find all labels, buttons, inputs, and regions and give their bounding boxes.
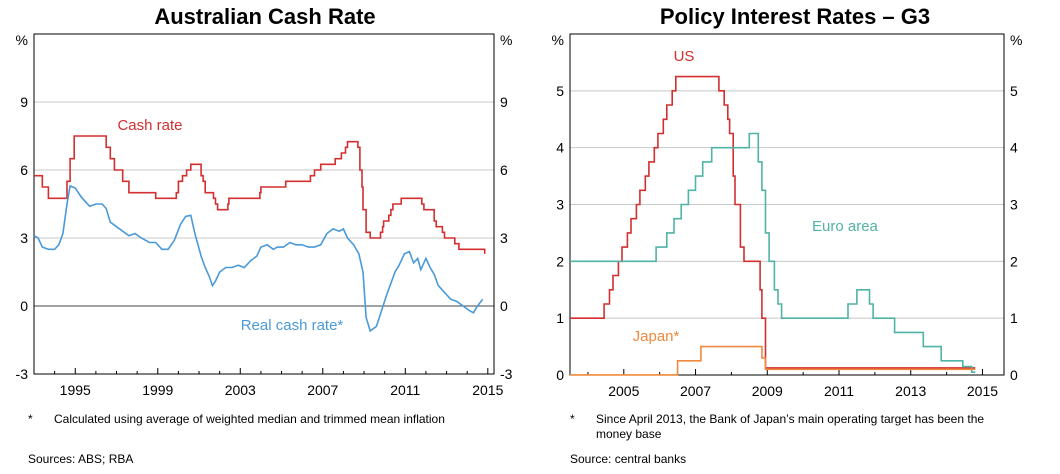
footnote-marker: * [28,412,33,426]
series-label-us: US [674,48,695,65]
y-tick-label-right: 9 [500,94,508,110]
y-tick-label-right: -3 [500,366,513,382]
x-tick-label: 1999 [142,382,173,398]
x-tick-label: 2007 [307,382,338,398]
y-tick-label-right: 2 [1010,253,1018,269]
sources-text: Sources: ABS; RBA [28,452,134,466]
x-tick-label: 2005 [608,383,639,399]
footnote: * Since April 2013, the Bank of Japan’s … [570,412,1050,444]
x-tick-label: 2015 [472,382,503,398]
y-tick-label-left: 5 [556,83,564,99]
series-label-euro-area: Euro area [812,218,879,235]
y-tick-label-left: 2 [556,253,564,269]
y-tick-label-left: 1 [556,310,564,326]
y-tick-label-right: 0 [1010,367,1018,383]
y-unit-label-right: % [1010,32,1022,48]
footnote-text: Calculated using average of weighted med… [54,412,445,426]
x-tick-label: 2009 [752,383,783,399]
series-line-cash-rate [34,135,486,254]
y-tick-label-left: 3 [20,230,28,246]
series-label-real-cash-rate: Real cash rate* [241,317,344,334]
y-unit-label-right: % [500,32,512,48]
series-label-cash-rate: Cash rate [117,117,182,134]
x-tick-label: 2013 [895,383,926,399]
y-tick-label-left: 0 [20,298,28,314]
x-tick-label: 2007 [680,383,711,399]
x-tick-label: 2011 [824,383,854,399]
footnote-text: Since April 2013, the Bank of Japan’s ma… [596,412,985,441]
y-unit-label-left: % [552,32,564,48]
y-tick-label-left: 6 [20,162,28,178]
series-line-japan [570,345,976,376]
y-tick-label-right: 6 [500,162,508,178]
x-tick-label: 2003 [225,382,256,398]
chart-plot-australian-cash-rate: -3 -3 0 0 3 3 6 6 9 9% % 1995 1999 2003 2007 2011 2015 Ca… [16,32,513,398]
y-tick-label-right: 3 [1010,197,1018,213]
y-tick-label-right: 4 [1010,140,1018,156]
chart-title: Policy Interest Rates – G3 [659,4,931,29]
y-tick-label-right: 1 [1010,310,1018,326]
series-line-real-cash-rate [33,184,484,333]
plot-frame [569,33,1005,376]
chart-title: Australian Cash Rate [154,4,376,29]
y-tick-label-left: -3 [16,366,29,382]
footnote: * Calculated using average of weighted m… [28,412,508,444]
sources-text: Source: central banks [570,452,687,466]
x-tick-label: 2015 [967,383,998,399]
series-label-japan: Japan* [633,328,680,345]
plot-frame [33,33,495,375]
y-tick-label-right: 5 [1010,83,1018,99]
series-line-euro-area [570,132,976,373]
chart-panel-left: Australian Cash Rate -3 -3 0 0 3 3 6 6 9 9%% 1995 1… [16,4,513,466]
chart-panel-right: Policy Interest Rates – G3 0 0 1 1 2 2 3 3 4 4 5 5%… [530,0,1060,474]
chart-plot-policy-interest-rates: 0 0 1 1 2 2 3 3 4 4 5 5% % 2005 2007 2009 2011 2013 2015 US… [552,32,1023,399]
y-tick-label-right: 3 [500,230,508,246]
y-unit-label-left: % [16,32,28,48]
y-tick-label-right: 0 [500,298,508,314]
x-tick-label: 2011 [390,382,420,398]
footnote-marker: * [570,412,575,426]
y-tick-label-left: 0 [556,367,564,383]
series-line-us [570,75,976,369]
x-tick-label: 1995 [60,382,91,398]
y-tick-label-left: 3 [556,197,564,213]
y-tick-label-left: 9 [20,94,28,110]
y-tick-label-left: 4 [556,140,564,156]
